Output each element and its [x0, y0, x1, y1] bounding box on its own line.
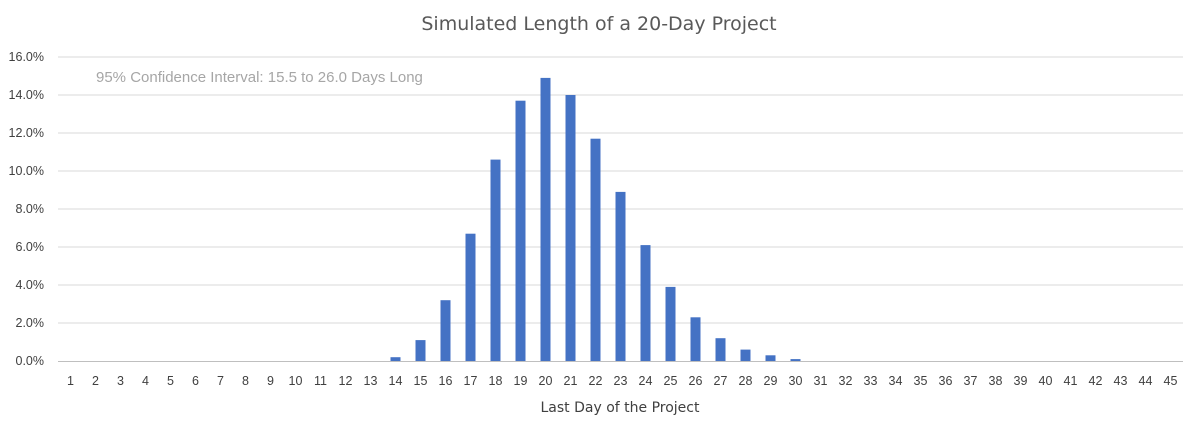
x-tick-label: 21: [564, 374, 578, 388]
bar: [390, 357, 401, 361]
bar: [565, 95, 576, 361]
x-tick-label: 20: [539, 374, 553, 388]
bar: [765, 355, 776, 361]
x-tick-label: 27: [714, 374, 728, 388]
y-tick-label: 4.0%: [16, 278, 45, 292]
x-tick-label: 1: [67, 374, 74, 388]
bar: [415, 340, 426, 361]
x-tick-label: 36: [939, 374, 953, 388]
bar: [640, 245, 651, 361]
bar: [615, 191, 626, 361]
x-tick-label: 43: [1114, 374, 1128, 388]
y-tick-labels: 0.0% 2.0% 4.0% 6.0% 8.0% 10.0% 12.0% 14.0% 16.0%: [9, 50, 44, 368]
bars: [390, 77, 801, 362]
y-tick-label: 16.0%: [9, 50, 44, 64]
x-tick-label: 8: [242, 374, 249, 388]
x-tick-label: 12: [339, 374, 353, 388]
bar: [440, 300, 451, 361]
bar: [665, 286, 676, 361]
bar: [715, 338, 726, 361]
x-tick-label: 29: [764, 374, 778, 388]
x-tick-label: 45: [1164, 374, 1178, 388]
x-tick-label: 32: [839, 374, 853, 388]
bar: [540, 77, 551, 362]
x-tick-label: 15: [414, 374, 428, 388]
x-tick-label: 16: [439, 374, 453, 388]
y-tick-label: 0.0%: [16, 354, 45, 368]
x-tick-label: 3: [117, 374, 124, 388]
x-tick-label: 41: [1064, 374, 1078, 388]
x-tick-label: 14: [389, 374, 403, 388]
x-tick-label: 11: [314, 374, 327, 388]
x-tick-label: 5: [167, 374, 174, 388]
x-tick-label: 22: [589, 374, 603, 388]
x-tick-label: 40: [1039, 374, 1053, 388]
y-tick-label: 10.0%: [9, 164, 44, 178]
x-tick-label: 34: [889, 374, 903, 388]
x-tick-labels: 1 2 3 4 5 6 7 8 9 10 11 12 13 14 15 16 17 18 19 20 21 22 23 24 2…: [67, 374, 1177, 388]
x-tick-label: 28: [739, 374, 753, 388]
x-tick-label: 31: [814, 374, 828, 388]
x-tick-label: 6: [192, 374, 199, 388]
x-tick-label: 33: [864, 374, 878, 388]
x-tick-label: 2: [92, 374, 99, 388]
x-tick-label: 39: [1014, 374, 1028, 388]
x-tick-label: 7: [217, 374, 224, 388]
bar: [740, 349, 751, 361]
x-tick-label: 44: [1139, 374, 1153, 388]
confidence-interval-annotation: 95% Confidence Interval: 15.5 to 26.0 Da…: [96, 69, 423, 86]
bar: [790, 359, 801, 361]
bar: [690, 317, 701, 361]
bar: [515, 100, 526, 361]
x-tick-label: 38: [989, 374, 1003, 388]
x-tick-label: 24: [639, 374, 653, 388]
x-tick-label: 25: [664, 374, 678, 388]
y-tick-label: 2.0%: [16, 316, 45, 330]
x-tick-label: 10: [289, 374, 303, 388]
x-tick-label: 4: [142, 374, 149, 388]
x-axis-label: Last Day of the Project: [541, 400, 700, 416]
y-tick-label: 12.0%: [9, 126, 44, 140]
x-tick-label: 18: [489, 374, 503, 388]
bar: [590, 138, 601, 361]
x-tick-label: 26: [689, 374, 703, 388]
bar: [465, 233, 476, 361]
x-tick-label: 9: [267, 374, 274, 388]
x-tick-label: 23: [614, 374, 628, 388]
y-tick-label: 14.0%: [9, 88, 44, 102]
y-tick-label: 8.0%: [16, 202, 45, 216]
bar: [490, 159, 501, 361]
x-tick-label: 17: [464, 374, 478, 388]
x-tick-label: 42: [1089, 374, 1103, 388]
x-tick-label: 30: [789, 374, 803, 388]
x-tick-label: 13: [364, 374, 378, 388]
x-tick-label: 19: [514, 374, 528, 388]
y-tick-label: 6.0%: [16, 240, 45, 254]
x-tick-label: 35: [914, 374, 928, 388]
chart-title: Simulated Length of a 20-Day Project: [421, 13, 776, 35]
x-tick-label: 37: [964, 374, 978, 388]
